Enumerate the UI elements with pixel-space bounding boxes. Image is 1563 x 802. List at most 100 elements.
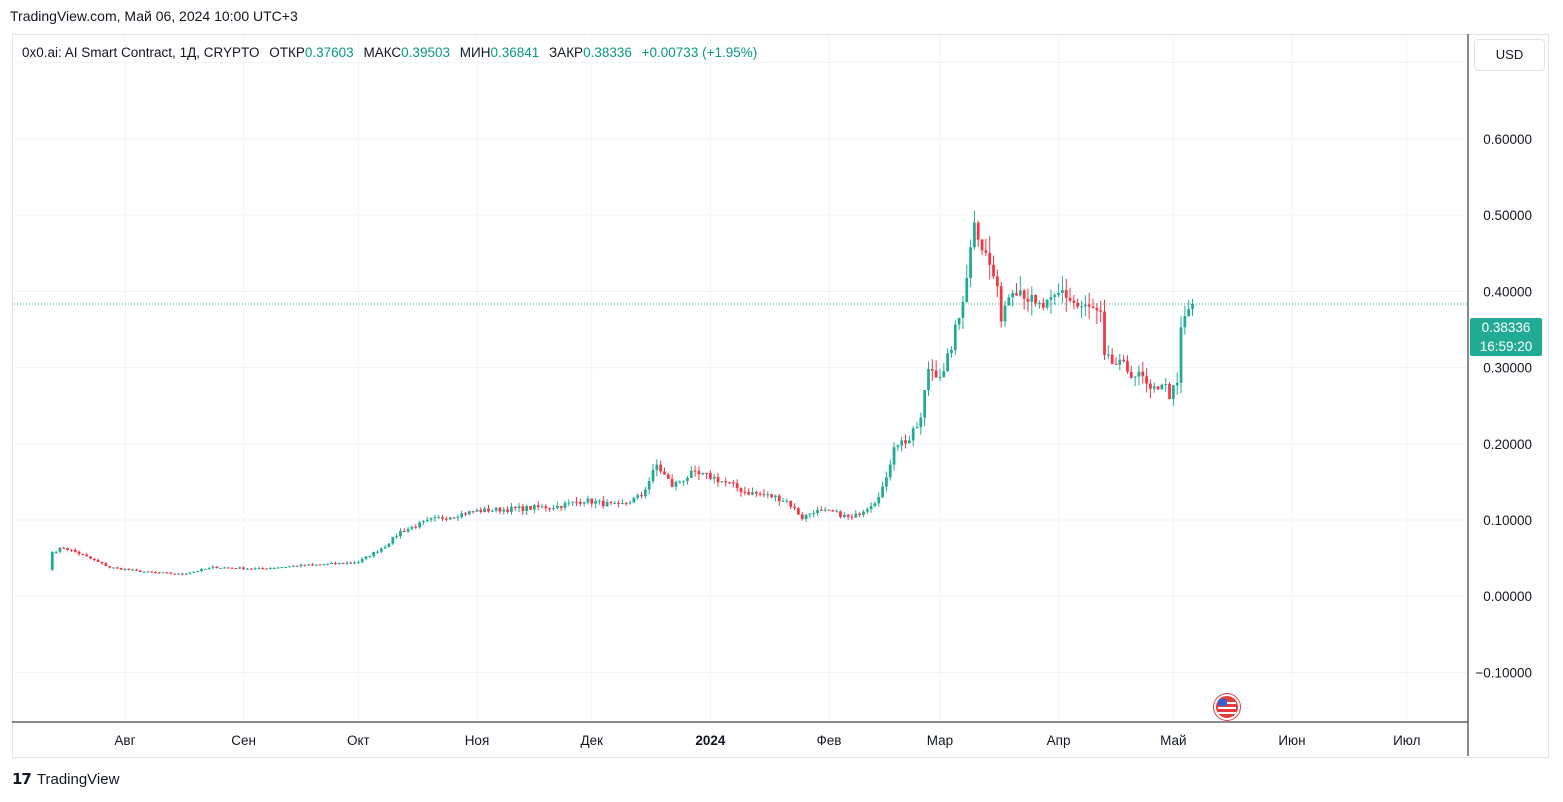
candle-body	[345, 562, 349, 564]
candle-body	[923, 390, 927, 418]
candle-body	[391, 536, 395, 544]
candle-body	[804, 514, 808, 519]
candle-body	[1191, 304, 1194, 310]
candle-body	[536, 505, 540, 508]
candle-body	[517, 506, 521, 509]
candle-body	[349, 562, 353, 564]
candle-body	[892, 447, 896, 465]
time-tick-label: Мар	[927, 733, 953, 748]
candle-body	[406, 528, 410, 532]
candle-body	[483, 508, 487, 513]
candle-body	[422, 521, 425, 523]
candle-body	[100, 561, 104, 564]
candle-body	[104, 563, 108, 567]
candle-body	[552, 508, 555, 510]
candle-body	[835, 511, 839, 513]
candle-body	[1076, 302, 1080, 307]
candle-body	[437, 517, 441, 519]
candle-body	[559, 505, 563, 508]
candle-body	[441, 517, 444, 519]
candle-body	[1141, 371, 1145, 377]
candle-body	[1114, 363, 1118, 365]
candle-body	[919, 417, 923, 428]
candle-body	[873, 503, 877, 507]
candle-body	[1026, 298, 1030, 302]
candle-body	[238, 567, 242, 569]
candle-body	[586, 498, 590, 503]
currency-button[interactable]: USD	[1474, 39, 1545, 71]
footer-brand[interactable]: 𝟭𝟳 TradingView	[12, 770, 119, 789]
candle-body	[479, 509, 483, 513]
candle-body	[337, 563, 341, 565]
us-flag-icon[interactable]	[1214, 694, 1240, 720]
time-tick-label: Сен	[231, 733, 256, 748]
candle-body	[582, 502, 586, 504]
candle-body	[1083, 304, 1087, 307]
candle-body	[356, 562, 360, 564]
candle-body	[1164, 384, 1168, 386]
candle-body	[877, 497, 881, 504]
candle-body	[242, 567, 245, 570]
candle-body	[900, 440, 904, 446]
candle-body	[1129, 371, 1133, 378]
candle-body	[173, 573, 177, 575]
time-tick-label: Фев	[817, 733, 842, 748]
candle-body	[858, 513, 861, 515]
candle-body	[724, 481, 728, 483]
candle-body	[487, 508, 490, 512]
time-tick-label: Июл	[1393, 733, 1420, 748]
candle-body	[1018, 290, 1022, 296]
candle-body	[1057, 293, 1060, 296]
candle-body	[865, 509, 869, 512]
candle-body	[567, 502, 571, 504]
tradingview-logo-icon: 𝟭𝟳	[12, 771, 32, 788]
candle-body	[127, 569, 131, 571]
candle-body	[379, 548, 383, 552]
candle-body	[904, 440, 907, 444]
candle-body	[1034, 295, 1038, 304]
time-tick-label: Авг	[114, 733, 135, 748]
candle-body	[774, 495, 777, 498]
candle-body	[601, 500, 605, 507]
candle-body	[1007, 297, 1011, 306]
candle-body	[196, 571, 200, 573]
open-label: ОТКР	[269, 45, 305, 60]
candle-body	[850, 516, 854, 518]
price-tick-label: 0.00000	[1483, 589, 1532, 604]
candle-body	[1152, 386, 1156, 389]
candle-body	[303, 564, 307, 566]
candle-body	[85, 554, 89, 557]
candle-body	[1015, 293, 1018, 296]
candle-body	[364, 556, 368, 559]
change-value: +0.00733 (+1.95%)	[641, 45, 758, 60]
candle-body	[544, 506, 548, 509]
candle-body	[525, 506, 529, 511]
candle-body	[311, 564, 314, 566]
time-tick-label: Дек	[580, 733, 603, 748]
candle-body	[376, 551, 379, 553]
candle-body	[448, 517, 452, 520]
candle-body	[92, 558, 96, 561]
candle-body	[510, 506, 513, 512]
candle-body	[731, 482, 735, 484]
candle-body	[249, 568, 253, 570]
candle-body	[429, 518, 433, 520]
candle-body	[1168, 384, 1171, 400]
candle-body	[797, 508, 800, 515]
candle-body	[934, 370, 938, 378]
candle-body	[812, 513, 816, 515]
candle-body	[915, 427, 919, 429]
candle-body	[590, 498, 594, 504]
candle-body	[594, 501, 597, 504]
candle-body	[605, 502, 609, 507]
candle-body	[395, 536, 399, 538]
candle-body	[881, 486, 884, 498]
candle-body	[207, 567, 211, 569]
price-tick-label: 0.40000	[1483, 284, 1532, 299]
candle-body	[54, 551, 58, 553]
candle-body	[666, 474, 670, 479]
candle-body	[984, 250, 988, 253]
candle-body	[299, 564, 303, 567]
candle-body	[628, 502, 632, 504]
